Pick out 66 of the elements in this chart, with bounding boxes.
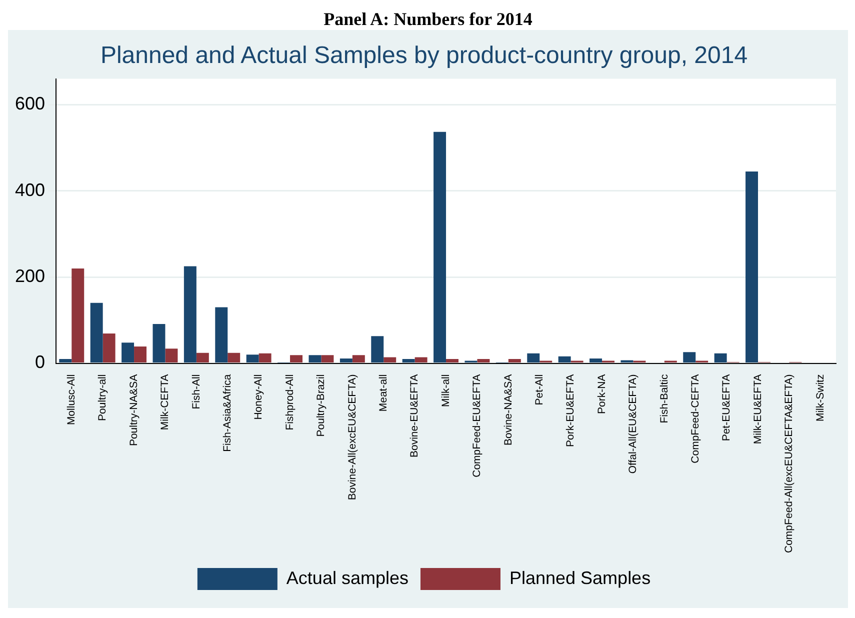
x-tick-label: Honey-All xyxy=(252,374,265,420)
bar xyxy=(290,355,302,363)
bar xyxy=(321,355,334,363)
x-tick-label: CompFeed-EU&EFTA xyxy=(471,374,484,478)
bar xyxy=(352,355,365,363)
bar xyxy=(72,268,84,363)
chart-title: Planned and Actual Samples by product-country group, 2014 xyxy=(100,42,748,70)
x-tick-label: Milk-Switz xyxy=(814,374,826,422)
bar xyxy=(102,334,116,363)
y-tick-label: 0 xyxy=(35,352,46,372)
x-tick-label: Milk-CEFTA xyxy=(159,374,172,430)
y-tick-label: 200 xyxy=(14,266,46,286)
bar xyxy=(446,358,458,363)
bar xyxy=(258,353,272,363)
bar xyxy=(477,358,490,363)
bar xyxy=(371,336,384,363)
bar xyxy=(683,352,696,363)
bar xyxy=(184,266,196,363)
bar xyxy=(414,357,428,363)
x-tick-label: Bovine-EU&EFTA xyxy=(408,374,421,458)
bar xyxy=(165,348,178,363)
x-tick-label: Milk-EU&EFTA xyxy=(752,374,764,444)
bar xyxy=(384,357,396,363)
bar xyxy=(134,346,147,363)
x-tick-label: Poultry-all xyxy=(96,374,109,421)
x-tick-label: CompFeed-CEFTA xyxy=(689,374,702,464)
x-tick-label: Meat-all xyxy=(378,374,390,412)
bar xyxy=(308,355,322,363)
bar xyxy=(714,353,727,363)
bar xyxy=(215,307,228,363)
bar xyxy=(196,352,209,363)
x-tick-label: Pork-NA xyxy=(596,374,608,414)
x-tick-label: Milk-all xyxy=(440,374,452,407)
legend-label: Planned Samples xyxy=(509,568,651,588)
x-tick-label: Bovine-All(excEU&CEFTA) xyxy=(346,374,358,500)
bar xyxy=(90,302,103,363)
x-tick-label: Poultry-NA&SA xyxy=(128,374,140,446)
bar xyxy=(152,324,166,363)
bar xyxy=(508,358,521,363)
bar xyxy=(246,354,259,363)
x-tick-label: Pork-EU&EFTA xyxy=(564,374,577,448)
x-tick-label: Bovine-NA&SA xyxy=(502,374,514,446)
x-tick-label: Pet-EU&EFTA xyxy=(720,374,733,442)
x-tick-label: Fish-All xyxy=(190,374,202,410)
x-tick-label: Fish-Asia&Africa xyxy=(222,374,234,452)
bar xyxy=(590,358,602,363)
x-tick-label: CompFeed-All(excEU&CEFTA&EFTA) xyxy=(783,374,796,554)
x-tick-label: Mollusc-All xyxy=(66,374,78,426)
bar xyxy=(746,171,758,363)
x-tick-label: Poultry-Brazil xyxy=(315,374,328,437)
legend-label: Actual samples xyxy=(286,568,408,588)
bar xyxy=(434,132,446,363)
text: Panel A: Numbers for 2014 xyxy=(322,8,534,30)
bar xyxy=(59,358,72,363)
x-tick-label: Pet-All xyxy=(534,374,546,406)
bar xyxy=(228,352,240,363)
bar xyxy=(402,358,415,363)
bar xyxy=(527,353,540,363)
y-tick-label: 600 xyxy=(14,94,46,114)
x-tick-label: Offal-All(EU&CEFTA) xyxy=(627,374,640,474)
bar xyxy=(122,342,134,363)
x-tick-label: Fish-Baltic xyxy=(658,374,670,424)
bar xyxy=(558,356,571,363)
y-tick-label: 400 xyxy=(14,180,46,200)
bar xyxy=(340,358,352,363)
x-tick-label: Fishprod-All xyxy=(284,374,296,430)
